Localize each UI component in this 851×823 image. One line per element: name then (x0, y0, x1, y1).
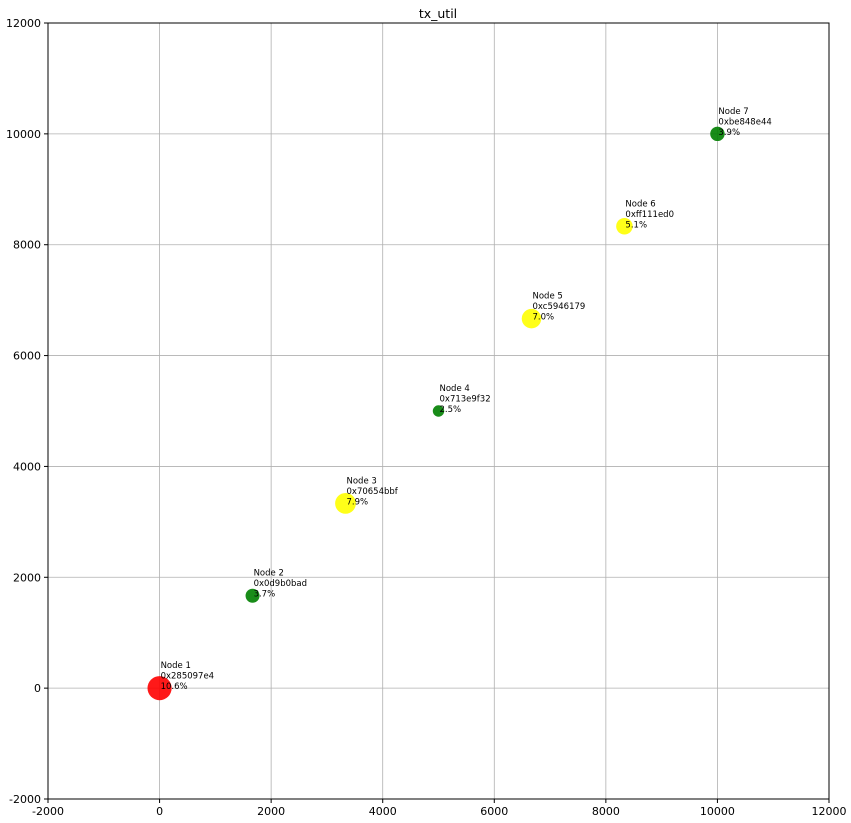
point-label-id: 0xbe848e44 (718, 117, 771, 127)
y-tick-label: 4000 (13, 460, 41, 473)
point-label-util: 3.9% (718, 128, 740, 138)
chart-title: tx_util (419, 6, 457, 21)
x-tick-label: 0 (156, 805, 163, 818)
data-point (147, 676, 172, 701)
axis-ticks: -2000 0 2000 4000 6000 8000 10000 12000 -2000 0 20… (6, 17, 847, 818)
data-point (521, 308, 542, 329)
x-tick-label: 12000 (812, 805, 847, 818)
point-label-id: 0x713e9f32 (440, 395, 491, 405)
point-label-node: Node 6 (625, 199, 655, 209)
x-tick-label: 10000 (700, 805, 735, 818)
point-label-util: 2.5% (440, 405, 462, 415)
data-point (432, 405, 445, 417)
y-tick-label: 10000 (6, 128, 41, 141)
point-label-util: 5.1% (625, 220, 647, 230)
point-label-id: 0x0d9b0bad (254, 579, 307, 589)
y-tick-label: 0 (34, 682, 41, 695)
data-points (147, 126, 725, 701)
y-tick-label: 12000 (6, 17, 41, 30)
point-label-node: Node 3 (347, 476, 377, 486)
point-label-util: 7.9% (347, 497, 369, 507)
point-label-id: 0xc5946179 (532, 302, 585, 312)
x-tick-label: 2000 (257, 805, 285, 818)
x-tick-label: 4000 (369, 805, 397, 818)
point-label-node: Node 1 (161, 661, 191, 671)
y-tick-label: 8000 (13, 239, 41, 252)
point-label-util: 3.7% (254, 590, 276, 600)
x-tick-label: -2000 (32, 805, 64, 818)
x-tick-label: 8000 (592, 805, 620, 818)
y-tick-label: 2000 (13, 571, 41, 584)
x-tick-label: 6000 (480, 805, 508, 818)
point-label-id: 0xff111ed0 (625, 210, 674, 220)
plot-frame (47, 22, 830, 800)
data-point (335, 493, 356, 514)
y-tick-label: -2000 (9, 793, 41, 806)
data-point (710, 126, 725, 142)
data-point (245, 588, 260, 603)
point-label-util: 10.6% (161, 682, 188, 692)
point-label-id: 0x285097e4 (161, 672, 215, 682)
point-label-node: Node 4 (440, 384, 470, 394)
point-label-node: Node 2 (254, 569, 284, 579)
point-label-node: Node 5 (532, 292, 562, 302)
y-tick-label: 6000 (13, 350, 41, 363)
data-point (616, 217, 633, 235)
point-label-util: 7.0% (532, 313, 554, 323)
point-label-id: 0x70654bbf (347, 487, 399, 497)
point-label-node: Node 7 (718, 107, 748, 117)
